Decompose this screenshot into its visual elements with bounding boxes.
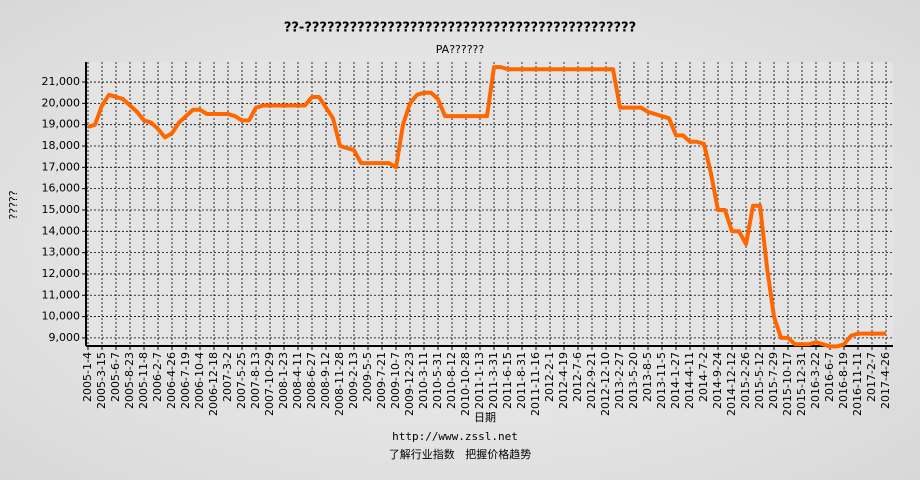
x-tick-label: 2010-3-11 — [417, 352, 430, 409]
x-tick-label: 2011-8-31 — [515, 352, 528, 409]
x-tick-label: 2014-7-2 — [697, 352, 710, 402]
y-tick-label: 12,000 — [42, 267, 81, 280]
footer: 了解行业指数 把握价格趋势 — [389, 447, 532, 461]
y-tick-label: 19,000 — [42, 118, 81, 131]
x-tick-label: 2005-11-8 — [137, 352, 150, 409]
x-tick-label: 2008-9-12 — [319, 352, 332, 409]
x-tick-label: 2013-11-5 — [655, 352, 668, 409]
y-tick-label: 10,000 — [42, 310, 81, 323]
x-tick-label: 2012-4-19 — [557, 352, 570, 409]
price-line — [87, 65, 886, 349]
x-tick-label: 2016-8-19 — [837, 352, 850, 409]
x-tick-label: 2017-2-7 — [865, 352, 878, 402]
x-tick-label: 2014-4-11 — [683, 352, 696, 409]
x-tick-label: 2008-6-27 — [305, 352, 318, 409]
x-tick-label: 2008-11-28 — [333, 352, 346, 416]
chart-title: ??-?????????????????????????????????????… — [284, 21, 636, 36]
y-tick-label: 14,000 — [42, 224, 81, 237]
x-tick-label: 2012-7-6 — [571, 352, 584, 402]
x-tick-label: 2009-5-5 — [361, 352, 374, 402]
x-tick-label: 2011-6-15 — [501, 352, 514, 409]
x-tick-label: 2015-12-31 — [795, 352, 808, 416]
y-tick-label: 9,000 — [49, 331, 81, 344]
x-tick-label: 2015-2-26 — [739, 352, 752, 409]
x-tick-label: 2015-10-17 — [781, 352, 794, 416]
x-tick-label: 2005-3-15 — [95, 352, 108, 409]
y-tick-label: 18,000 — [42, 139, 81, 152]
x-tick-label: 2009-7-21 — [375, 352, 388, 409]
x-tick-label: 2008-4-11 — [291, 352, 304, 409]
x-tick-label: 2006-2-7 — [151, 352, 164, 402]
x-tick-label: 2014-12-12 — [725, 352, 738, 416]
y-tick-label: 20,000 — [42, 96, 81, 109]
x-tick-label: 2015-5-12 — [753, 352, 766, 409]
source-url: http://www.zssl.net — [392, 430, 518, 443]
x-tick-label: 2014-1-27 — [669, 352, 682, 409]
x-tick-label: 2011-11-16 — [529, 352, 542, 416]
x-axis-label: 日期 — [474, 411, 496, 424]
x-tick-label: 2016-3-22 — [809, 352, 822, 409]
x-tick-label: 2012-9-21 — [585, 352, 598, 409]
x-tick-label: 2016-6-7 — [823, 352, 836, 402]
x-tick-label: 2015-7-29 — [767, 352, 780, 409]
x-tick-label: 2010-10-28 — [459, 352, 472, 416]
x-tick-label: 2014-9-24 — [711, 352, 724, 409]
y-tick-label: 16,000 — [42, 182, 81, 195]
x-tick-label: 2007-8-13 — [249, 352, 262, 409]
x-tick-label: 2017-4-26 — [879, 352, 892, 409]
x-tick-label: 2010-8-12 — [445, 352, 458, 409]
y-axis-label: ????? — [7, 190, 20, 219]
x-tick-label: 2006-7-19 — [179, 352, 192, 409]
x-tick-label: 2005-1-4 — [81, 352, 94, 402]
y-tick-label: 11,000 — [42, 288, 81, 301]
x-tick-label: 2016-11-11 — [851, 352, 864, 416]
y-tick-label: 13,000 — [42, 246, 81, 259]
x-tick-label: 2005-6-7 — [109, 352, 122, 402]
x-tick-label: 2011-3-31 — [487, 352, 500, 409]
x-tick-label: 2007-10-29 — [263, 352, 276, 416]
x-tick-label: 2006-10-4 — [193, 352, 206, 409]
x-tick-label: 2012-2-1 — [543, 352, 556, 402]
x-tick-label: 2011-1-13 — [473, 352, 486, 409]
x-tick-label: 2008-1-23 — [277, 352, 290, 409]
x-tick-label: 2013-5-20 — [627, 352, 640, 409]
x-tick-label: 2006-4-26 — [165, 352, 178, 409]
x-tick-label: 2009-2-13 — [347, 352, 360, 409]
x-tick-label: 2009-10-7 — [389, 352, 402, 409]
x-tick-label: 2007-3-2 — [221, 352, 234, 402]
y-tick-label: 17,000 — [42, 160, 81, 173]
x-tick-label: 2006-12-18 — [207, 352, 220, 416]
x-tick-label: 2010-5-31 — [431, 352, 444, 409]
x-tick-label: 2007-5-25 — [235, 352, 248, 409]
x-tick-label: 2013-2-27 — [613, 352, 626, 409]
x-tick-label: 2009-12-23 — [403, 352, 416, 416]
x-tick-label: 2005-8-23 — [123, 352, 136, 409]
y-tick-label: 21,000 — [42, 75, 81, 88]
x-tick-label: 2013-8-5 — [641, 352, 654, 402]
x-tick-label: 2012-12-10 — [599, 352, 612, 416]
chart-subtitle: PA?????? — [436, 43, 485, 56]
y-tick-label: 15,000 — [42, 203, 81, 216]
